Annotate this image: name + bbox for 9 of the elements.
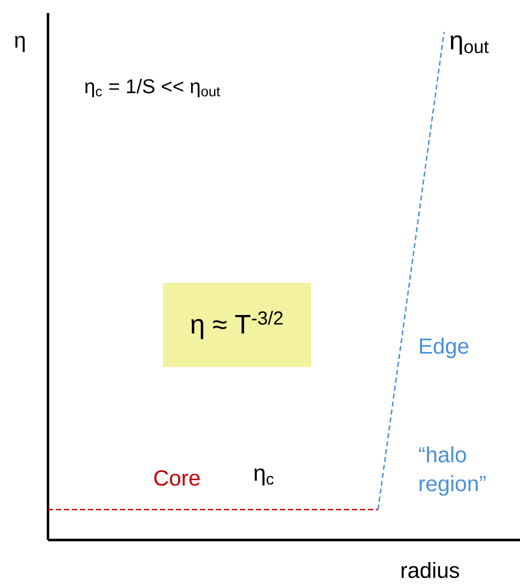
series-label: Core [154, 470, 200, 486]
annotation: “halo region” [419, 446, 486, 496]
x-axis-title: radius [402, 562, 460, 578]
series-label: Edge [420, 338, 468, 358]
annotation: η$_{c}$ = 1/S << η$_{out}$ [85, 78, 220, 98]
annotation: η$_{c}$ [254, 468, 274, 486]
annotation: η$_{out}$ [450, 35, 489, 55]
y-axis-title: η [15, 36, 25, 52]
annotation: η ≈ T$^{-3/2}$ [191, 310, 283, 340]
